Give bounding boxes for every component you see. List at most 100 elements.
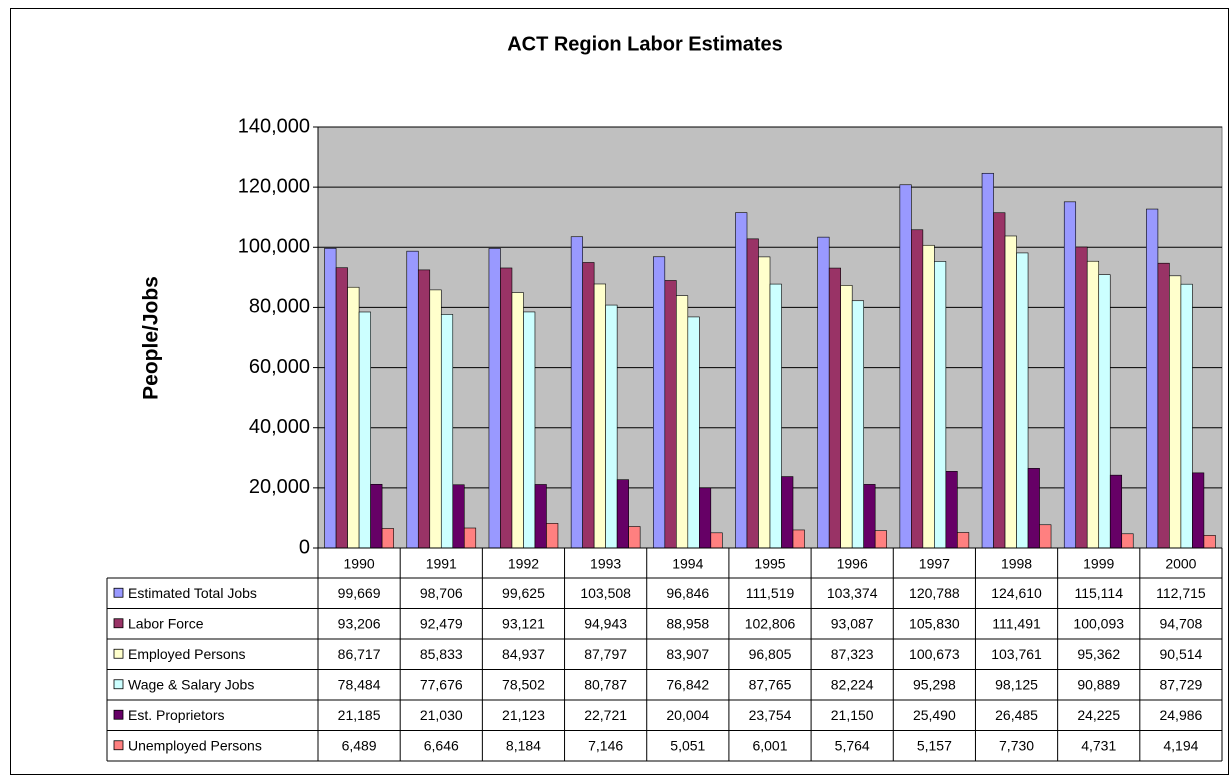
table-value: 93,121 <box>502 615 545 631</box>
table-value: 23,754 <box>749 707 792 723</box>
bar <box>993 212 1006 549</box>
x-tick-label: 1998 <box>1001 556 1032 572</box>
table-value: 103,374 <box>827 585 878 601</box>
bar <box>710 532 723 549</box>
table-value: 8,184 <box>506 737 541 753</box>
table-value: 124,610 <box>991 585 1042 601</box>
table-value: 84,937 <box>502 646 545 662</box>
y-tick-label: 20,000 <box>249 476 310 498</box>
bar <box>628 526 641 549</box>
bar <box>981 172 994 549</box>
bar <box>523 311 536 549</box>
table-value: 90,514 <box>1159 646 1202 662</box>
table-value: 6,489 <box>342 737 377 753</box>
bar <box>511 292 524 549</box>
table-value: 92,479 <box>420 615 463 631</box>
x-tick-label: 1991 <box>426 556 457 572</box>
table-value: 115,114 <box>1074 585 1123 601</box>
table-value: 99,669 <box>338 585 381 601</box>
table-value: 94,708 <box>1159 615 1202 631</box>
x-tick-label: 1996 <box>837 556 868 572</box>
bar <box>1075 246 1088 549</box>
table-value: 21,185 <box>338 707 381 723</box>
table-value: 103,508 <box>580 585 631 601</box>
table-value: 5,157 <box>917 737 952 753</box>
table-value: 20,004 <box>666 707 709 723</box>
legend-key <box>113 648 124 659</box>
bar <box>828 267 841 549</box>
bar <box>874 530 887 549</box>
bar <box>570 236 583 549</box>
bar <box>370 483 383 549</box>
x-tick-label: 1994 <box>672 556 703 572</box>
x-tick-label: 1999 <box>1083 556 1114 572</box>
bar <box>817 236 830 549</box>
table-value: 93,087 <box>831 615 874 631</box>
bar <box>899 184 912 549</box>
bar <box>429 289 442 549</box>
table-value: 22,721 <box>584 707 627 723</box>
bar <box>911 229 924 549</box>
legend-label: Labor Force <box>128 615 204 631</box>
table-value: 87,729 <box>1159 676 1202 692</box>
bar <box>463 527 477 549</box>
legend-key <box>113 679 124 690</box>
table-value: 93,206 <box>338 615 381 631</box>
x-tick-label: 2000 <box>1165 556 1196 572</box>
table-value: 87,765 <box>749 676 792 692</box>
table-value: 26,485 <box>995 707 1038 723</box>
bar <box>582 262 595 549</box>
bar <box>605 304 618 549</box>
bar <box>840 285 853 549</box>
y-axis-label: People/Jobs <box>140 276 163 400</box>
x-tick-label: 1990 <box>344 556 375 572</box>
table-value: 85,833 <box>420 646 463 662</box>
table-value: 76,842 <box>666 676 709 692</box>
bar <box>1039 524 1052 549</box>
legend-label: Employed Persons <box>128 646 246 662</box>
bar <box>792 529 805 549</box>
table-value: 24,986 <box>1159 707 1202 723</box>
bar <box>769 283 782 549</box>
table-value: 25,490 <box>913 707 956 723</box>
bar <box>934 261 947 549</box>
chart-title: ACT Region Labor Estimates <box>507 33 783 55</box>
bar <box>1169 275 1182 549</box>
table-value: 77,676 <box>420 676 463 692</box>
table-value: 98,125 <box>995 676 1038 692</box>
legend-key <box>113 618 124 629</box>
table-value: 78,484 <box>338 676 381 692</box>
table-value: 86,717 <box>338 646 381 662</box>
legend-key <box>113 709 124 720</box>
bar <box>1109 474 1123 549</box>
legend-label: Est. Proprietors <box>128 707 224 723</box>
bar <box>1027 468 1040 549</box>
table-value: 102,806 <box>745 615 796 631</box>
table-value: 83,907 <box>666 646 709 662</box>
bar <box>593 283 606 549</box>
y-tick-label: 60,000 <box>249 356 310 378</box>
table-value: 96,846 <box>666 585 709 601</box>
table-value: 87,323 <box>831 646 874 662</box>
bar <box>653 256 666 549</box>
legend-key <box>113 587 124 598</box>
bar <box>687 316 700 549</box>
bar <box>440 314 454 549</box>
y-tick-label: 40,000 <box>249 416 310 438</box>
table-value: 95,362 <box>1077 646 1120 662</box>
bar <box>381 528 394 549</box>
table-value: 82,224 <box>831 676 874 692</box>
bar <box>417 269 431 549</box>
table-value: 95,298 <box>913 676 956 692</box>
table-value: 94,943 <box>584 615 627 631</box>
table-value: 100,093 <box>1073 615 1124 631</box>
table-value: 96,805 <box>749 646 792 662</box>
y-tick-label: 120,000 <box>238 175 310 197</box>
bar <box>664 280 677 549</box>
bar <box>534 484 547 549</box>
legend-label: Estimated Total Jobs <box>128 585 257 601</box>
bar <box>358 311 371 549</box>
bar <box>957 532 970 549</box>
table-value: 112,715 <box>1156 585 1206 601</box>
table-value: 6,646 <box>424 737 459 753</box>
